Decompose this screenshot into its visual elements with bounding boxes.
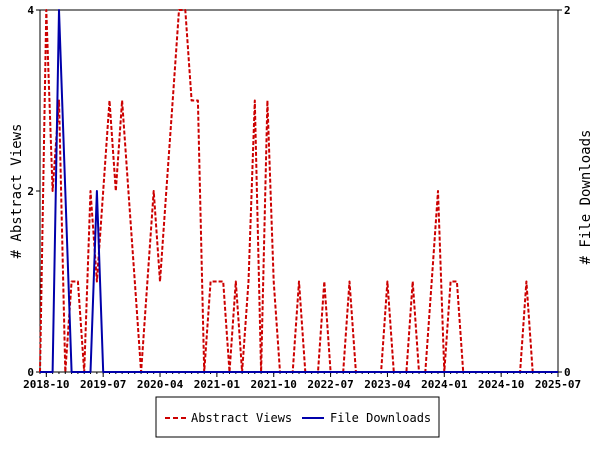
- x-tick-label: 2020-04: [137, 378, 184, 391]
- y-axis-right: 02: [558, 4, 571, 379]
- x-tick-label: 2018-10: [23, 378, 69, 391]
- legend-label-abstract-views: Abstract Views: [191, 411, 292, 425]
- y-axis-right-title: # File Downloads: [578, 130, 594, 265]
- legend-box: [155, 396, 440, 438]
- y-axis-left: 0 2 4: [27, 4, 40, 379]
- x-axis: 2018-10 2019-07 2020-04 2021-01 2021-10 2022-…: [23, 372, 581, 391]
- x-tick-label: 2023-04: [364, 378, 411, 391]
- y-right-tick-label: 2: [564, 4, 571, 17]
- x-tick-label: 2021-01: [194, 378, 241, 391]
- y-right-tick-label: 0: [564, 366, 571, 379]
- y-left-tick-label: 0: [27, 366, 34, 379]
- y-left-tick-label: 2: [27, 185, 34, 198]
- series-line-file-downloads: [40, 9, 558, 373]
- plot-area: [39, 9, 559, 373]
- legend-label-file-downloads: File Downloads: [330, 411, 431, 425]
- y-left-tick-label: 4: [27, 4, 34, 17]
- x-tick-label: 2021-10: [251, 378, 297, 391]
- x-tick-label: 2024-10: [478, 378, 524, 391]
- x-tick-label: 2019-07: [80, 378, 126, 391]
- series-layer: [39, 9, 558, 373]
- x-tick-label: 2024-01: [421, 378, 468, 391]
- x-tick-label: 2025-07: [535, 378, 581, 391]
- y-axis-left-title: # Abstract Views: [9, 124, 25, 259]
- legend: Abstract Views File Downloads: [155, 396, 440, 438]
- x-tick-label: 2022-07: [307, 378, 353, 391]
